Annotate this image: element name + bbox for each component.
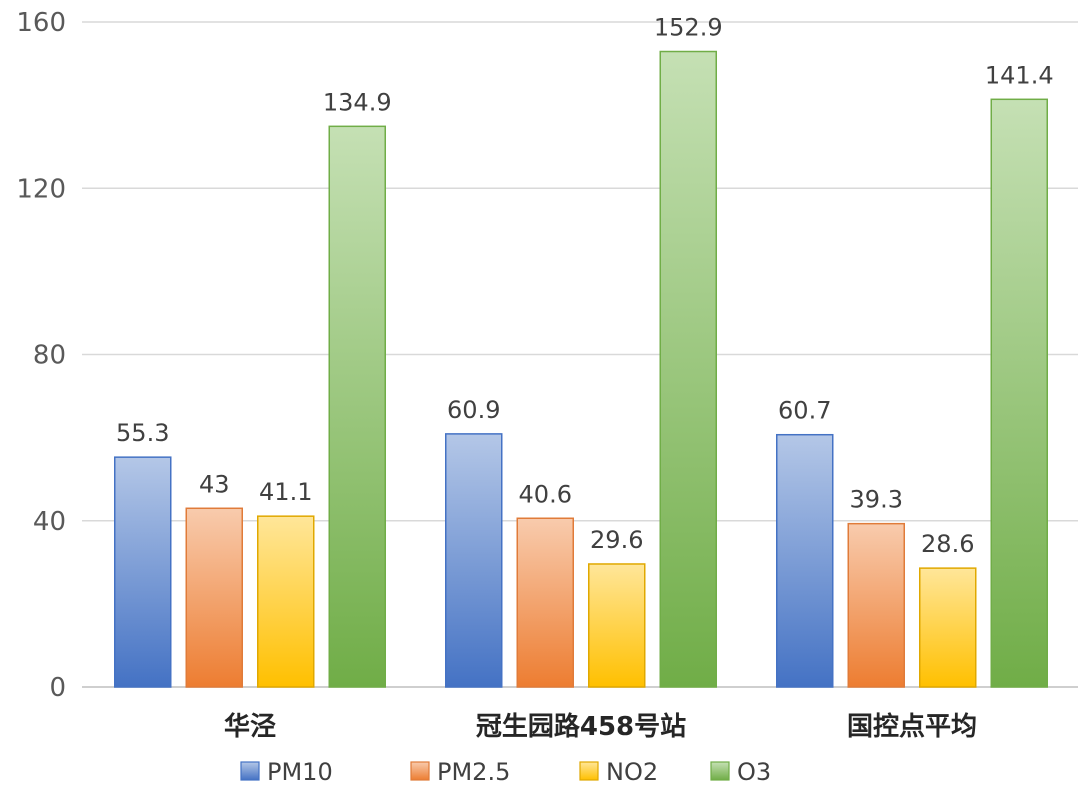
data-label: 39.3 [850, 486, 903, 514]
data-label: 152.9 [654, 14, 723, 42]
bar-no2-1 [588, 563, 646, 688]
legend-item: NO2 [579, 758, 658, 786]
bar-o3-1 [659, 50, 717, 688]
bars [114, 50, 1048, 688]
bar-pm25-0 [185, 507, 243, 688]
legend-label: PM2.5 [437, 758, 510, 786]
category-labels: 华泾 冠生园路458号站 国控点平均 [224, 711, 977, 742]
data-label: 141.4 [985, 61, 1054, 89]
data-label: 28.6 [921, 530, 974, 558]
legend-label: O3 [737, 758, 771, 786]
bar-o3-0 [328, 125, 386, 688]
legend-swatch [410, 761, 430, 781]
category-label: 华泾 [224, 711, 276, 742]
legend-item: PM2.5 [410, 758, 510, 786]
bar-pm25-2 [847, 522, 905, 688]
data-label: 29.6 [590, 526, 643, 554]
data-labels: 55.3 43 41.1 134.9 60.9 40.6 29.6 152.9 60.7 39.3… [116, 14, 1054, 559]
bar-pm10-1 [445, 433, 503, 688]
bar-no2-0 [257, 515, 315, 688]
data-label: 40.6 [519, 480, 572, 508]
bar-pm10-2 [776, 433, 834, 688]
y-tick-label: 160 [16, 8, 66, 38]
category-label: 国控点平均 [847, 711, 977, 742]
bar-no2-2 [919, 567, 977, 688]
bar-pm10-0 [114, 456, 172, 688]
legend-swatch [579, 761, 599, 781]
legend-item: PM10 [240, 758, 333, 786]
legend-swatch [710, 761, 730, 781]
legend-swatch [240, 761, 260, 781]
data-label: 134.9 [323, 88, 392, 116]
legend-label: PM10 [267, 758, 333, 786]
legend: PM10 PM2.5 NO2 O3 [240, 758, 771, 786]
data-label: 60.7 [778, 397, 831, 425]
legend-label: NO2 [606, 758, 658, 786]
bar-pm25-1 [516, 517, 574, 688]
y-tick-label: 40 [33, 507, 66, 537]
data-label: 55.3 [116, 419, 169, 447]
category-label: 冠生园路458号站 [476, 711, 686, 742]
gridlines [82, 21, 1078, 688]
y-tick-label: 80 [33, 341, 66, 371]
y-axis-ticks: 0 40 80 120 160 [16, 8, 66, 703]
legend-item: O3 [710, 758, 771, 786]
data-label: 41.1 [259, 478, 312, 506]
data-label: 43 [199, 470, 230, 498]
y-tick-label: 120 [16, 174, 66, 204]
y-tick-label: 0 [49, 673, 66, 703]
data-label: 60.9 [447, 396, 500, 424]
bar-o3-2 [990, 98, 1048, 688]
